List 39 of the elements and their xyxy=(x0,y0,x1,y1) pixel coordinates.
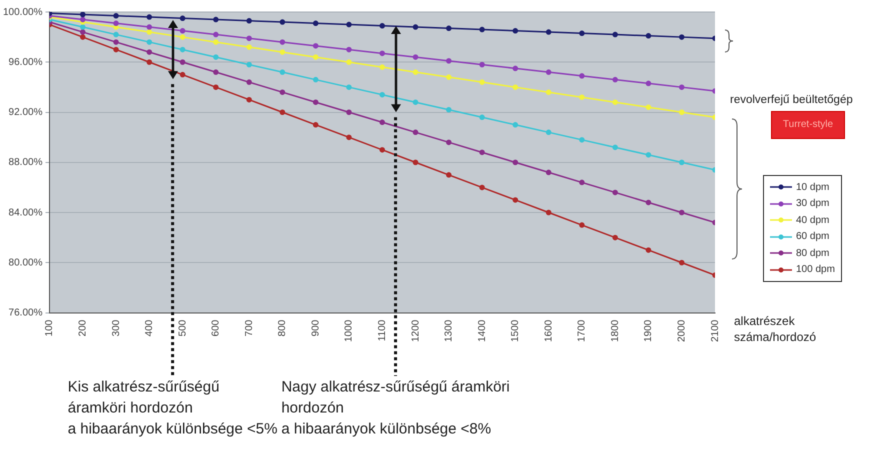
x-tick-label: 1900 xyxy=(643,319,654,342)
y-tick-label: 96.00% xyxy=(8,56,43,68)
x-tick-label: 100 xyxy=(44,319,56,336)
legend-label: 100 dpm xyxy=(796,264,835,276)
x-tick-label: 1700 xyxy=(576,319,588,342)
y-tick-label: 84.00% xyxy=(8,207,43,218)
x-tick-label: 600 xyxy=(210,319,222,336)
x-axis-title: alkatrészek száma/hordozó xyxy=(734,314,818,346)
x-tick-label: 2100 xyxy=(710,319,721,342)
x-tick-label: 1800 xyxy=(610,319,621,342)
x-tick-label: 300 xyxy=(110,319,122,336)
x-tick-label: 500 xyxy=(177,319,188,336)
y-tick-label: 92.00% xyxy=(8,107,43,118)
x-tick-label: 1500 xyxy=(510,319,522,342)
legend-label: 80 dpm xyxy=(796,248,830,259)
x-tick-label: 2000 xyxy=(676,319,688,342)
x-tick-label: 800 xyxy=(277,319,288,336)
x-tick-label: 1000 xyxy=(344,319,355,342)
legend-label: 10 dpm xyxy=(796,182,830,193)
x-tick-label: 1400 xyxy=(476,319,488,342)
legend-label: 40 dpm xyxy=(796,214,830,226)
x-tick-label: 1600 xyxy=(543,319,554,342)
x-tick-label: 700 xyxy=(244,319,255,336)
x-tick-label: 1300 xyxy=(444,319,455,342)
y-tick-label: 88.00% xyxy=(8,157,43,168)
legend-label: 60 dpm xyxy=(796,231,830,242)
x-tick-label: 200 xyxy=(78,319,89,336)
legend-label: 30 dpm xyxy=(796,198,830,210)
ref-line-label: Nagy alkatrész-sűrűségű áramköri hordozón a hibaarányok különbsége <8% xyxy=(281,378,510,438)
y-tick-label: 80.00% xyxy=(8,257,43,268)
x-tick-label: 1200 xyxy=(410,319,422,342)
x-tick-label: 900 xyxy=(310,319,322,336)
y-tick-label: 76.00% xyxy=(8,308,43,319)
text: Turret-style xyxy=(771,111,845,138)
ref-line-label: Kis alkatrész-sűrűségű áramköri hordozón a hibaarányok különbsége <5% xyxy=(68,378,278,438)
y-tick-label: 100.00% xyxy=(2,6,43,18)
x-tick-label: 400 xyxy=(144,319,156,336)
x-tick-label: 1100 xyxy=(376,319,388,342)
text: revolverfejű beültetőgép xyxy=(730,93,853,108)
